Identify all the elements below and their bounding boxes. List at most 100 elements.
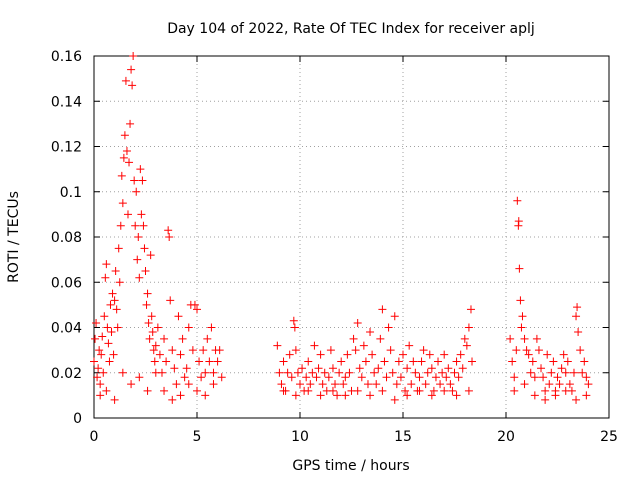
data-point [572, 312, 581, 321]
data-point [405, 341, 414, 350]
x-axis-title: GPS time / hours [292, 458, 409, 474]
data-point [193, 386, 201, 395]
x-tick-label: 15 [394, 429, 412, 445]
data-point [516, 296, 525, 305]
data-point [111, 266, 120, 275]
data-point [510, 373, 519, 382]
data-point [376, 334, 385, 343]
data-point [555, 380, 564, 389]
data-point [304, 357, 313, 366]
data-point [537, 364, 546, 373]
data-point [464, 323, 473, 332]
data-point [368, 350, 377, 359]
data-point [316, 391, 325, 400]
data-point [151, 368, 160, 377]
data-point [110, 395, 119, 404]
data-point [120, 131, 129, 140]
data-point [541, 395, 550, 404]
data-point [116, 221, 125, 230]
data-point [388, 368, 397, 377]
data-point [524, 350, 533, 359]
data-point [140, 244, 149, 253]
data-point [380, 357, 389, 366]
data-point [421, 380, 430, 389]
data-point [341, 391, 350, 400]
data-point [349, 334, 358, 343]
data-point [209, 380, 218, 389]
data-point [582, 391, 591, 400]
y-tick-label: 0.08 [51, 230, 82, 246]
data-point [506, 334, 515, 343]
data-point [176, 350, 185, 359]
data-point [442, 373, 451, 382]
data-point [411, 368, 420, 377]
data-point [534, 346, 543, 355]
data-point [335, 368, 344, 377]
data-point [551, 391, 560, 400]
data-point [144, 318, 153, 327]
data-point [363, 380, 372, 389]
data-point [100, 312, 109, 321]
data-point [98, 332, 107, 341]
data-point [109, 350, 118, 359]
data-point [427, 391, 436, 400]
data-point [324, 373, 333, 382]
data-point [512, 346, 521, 355]
data-point [92, 318, 101, 327]
data-point [130, 176, 139, 185]
data-point [390, 395, 399, 404]
data-point [105, 357, 114, 366]
data-point [553, 373, 562, 382]
data-point [137, 210, 146, 219]
data-point [190, 300, 199, 309]
data-point [291, 391, 300, 400]
y-axis-title: ROTI / TECUs [6, 191, 22, 283]
data-point [572, 395, 581, 404]
data-point [279, 357, 288, 366]
data-point [143, 289, 152, 298]
data-point [584, 380, 593, 389]
data-point [343, 350, 352, 359]
data-point [341, 373, 350, 382]
data-point [184, 323, 193, 332]
data-point [308, 368, 317, 377]
data-point [423, 368, 432, 377]
data-point [518, 312, 527, 321]
data-point [438, 368, 447, 377]
y-tick-labels: 0 0.02 0.04 0.06 0.08 0.1 0.12 0.14 0.16 [51, 49, 82, 427]
data-point [143, 386, 152, 395]
data-point [576, 346, 585, 355]
data-point [107, 328, 116, 337]
data-point [205, 357, 214, 366]
data-point [289, 316, 298, 325]
data-point [126, 119, 135, 128]
data-point [528, 357, 537, 366]
data-point [392, 380, 401, 389]
data-points [90, 52, 593, 404]
data-point [425, 350, 434, 359]
data-point [182, 364, 191, 373]
y-tick-label: 0.06 [51, 275, 82, 291]
data-point [337, 357, 346, 366]
data-point [580, 357, 589, 366]
data-point [160, 334, 169, 343]
y-tick-label: 0.1 [60, 185, 82, 201]
x-tick-label: 20 [497, 429, 515, 445]
y-tick-label: 0.02 [51, 366, 82, 382]
data-point [121, 76, 130, 85]
data-point [95, 346, 104, 355]
data-point [561, 368, 570, 377]
data-point [203, 334, 212, 343]
data-point [314, 364, 323, 373]
data-point [462, 341, 471, 350]
data-point [450, 368, 459, 377]
data-point [530, 373, 539, 382]
data-point [184, 380, 193, 389]
data-point [115, 278, 124, 287]
data-point [399, 350, 407, 359]
data-point [333, 391, 342, 400]
data-point [207, 323, 216, 332]
data-point [160, 386, 169, 395]
data-point [574, 328, 583, 337]
data-point [180, 373, 189, 382]
